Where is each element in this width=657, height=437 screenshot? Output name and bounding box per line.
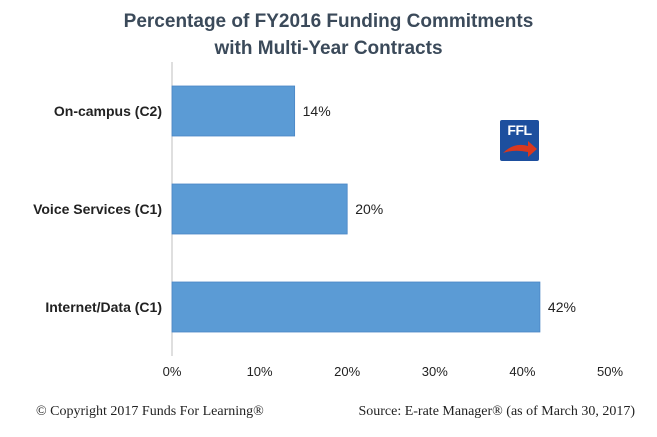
x-tick-label: 50% [597,364,623,379]
bar-group: Internet/Data (C1) 42% [45,281,576,333]
bar [171,281,541,333]
chart-title-line-2: with Multi-Year Contracts [214,38,443,59]
data-label: 20% [355,201,383,217]
bar-group: On-campus (C2) 14% [54,85,331,137]
source-note: Source: E-rate Manager® (as of March 30,… [358,404,635,419]
data-label: 14% [303,103,331,119]
x-tick-label: 0% [163,364,182,379]
x-tick-label: 30% [422,364,448,379]
copyright-note: © Copyright 2017 Funds For Learning® [36,404,264,419]
x-tick-label: 40% [509,364,535,379]
x-tick-label: 20% [334,364,360,379]
bar [171,85,296,137]
category-label: On-campus (C2) [54,103,162,119]
logo-text: FFL [507,122,532,138]
bar [171,183,348,235]
x-tick-label: 10% [247,364,273,379]
category-label: Internet/Data (C1) [45,299,162,315]
ffl-logo: FFL [500,120,539,161]
bar-group: Voice Services (C1) 20% [33,183,383,235]
data-label: 42% [548,299,576,315]
category-label: Voice Services (C1) [33,201,162,217]
chart-title-line-1: Percentage of FY2016 Funding Commitments [123,11,534,32]
logo-arrow-icon [503,141,537,157]
